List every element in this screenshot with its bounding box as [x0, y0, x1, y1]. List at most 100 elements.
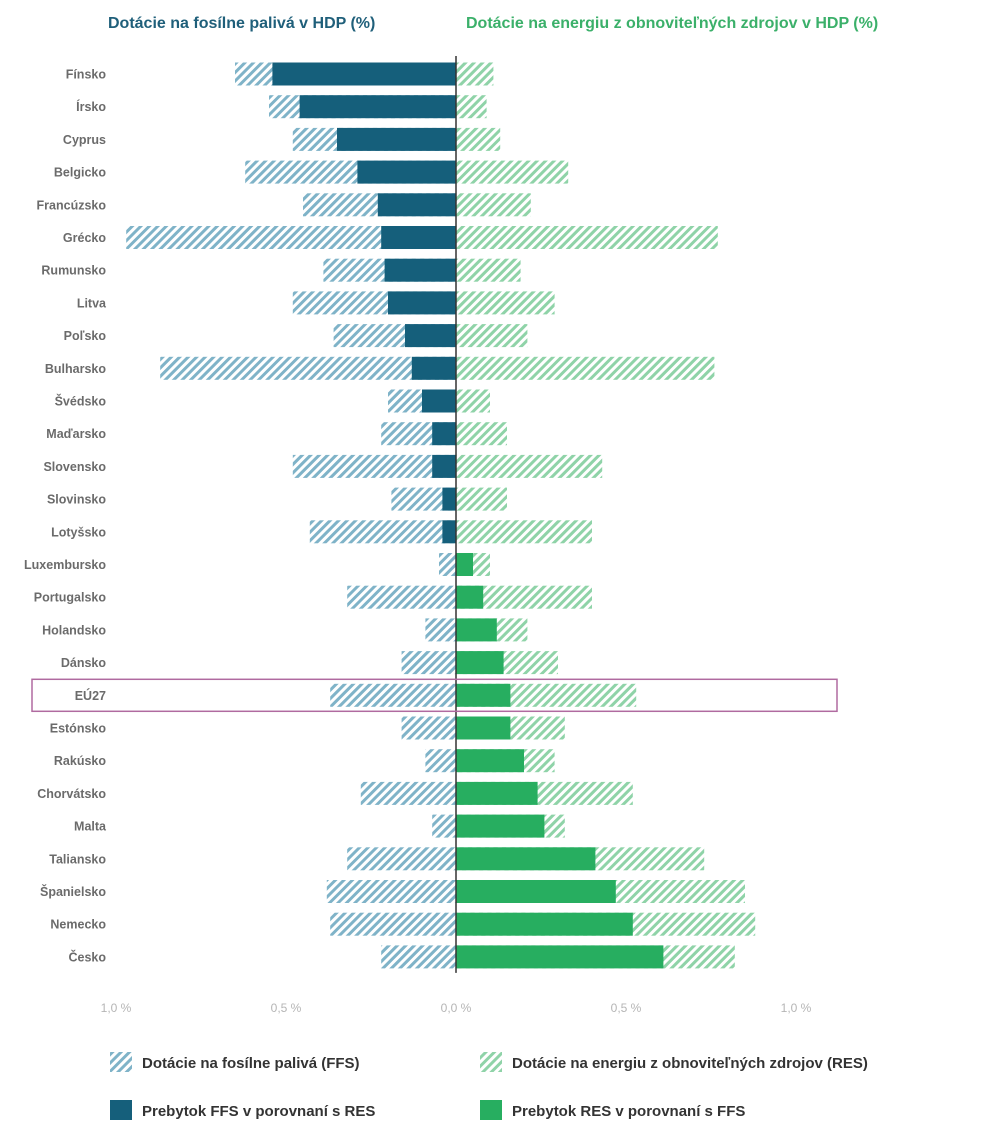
category-label-row-27: Česko: [68, 949, 106, 964]
category-label-row-10: Švédsko: [55, 394, 107, 409]
bar-ffs-row-15: [439, 553, 456, 576]
bar-ffs-row-21: [425, 749, 456, 773]
bar-res-surplus-row-15: [456, 553, 473, 576]
bar-res-surplus-row-22: [456, 781, 538, 805]
bar-res-surplus-row-24: [456, 847, 596, 871]
bar-res-surplus-row-21: [456, 749, 524, 773]
bar-ffs-surplus-row-12: [432, 454, 456, 478]
bar-ffs-row-20: [401, 716, 456, 740]
category-label-row-12: Slovensko: [43, 460, 106, 474]
category-labels: Fínsko Írsko Cyprus Belgicko Francúzsko Gréck…: [24, 68, 107, 965]
bar-ffs-row-19: [330, 683, 456, 707]
bar-res-surplus-row-25: [456, 880, 616, 903]
bar-res-row-1: [456, 95, 487, 119]
bar-ffs-row-22: [360, 781, 456, 805]
legend-label-ffs-surplus: Prebytok FFS v porovnaní s RES: [142, 1103, 375, 1120]
bar-ffs-row-26: [330, 912, 456, 936]
bar-ffs-surplus-row-3: [357, 160, 456, 184]
category-label-row-13: Slovinsko: [47, 493, 106, 507]
bar-res-row-3: [456, 160, 569, 184]
category-label-row-4: Francúzsko: [37, 198, 107, 212]
bar-ffs-row-5: [126, 226, 456, 249]
bar-ffs-row-14: [309, 520, 456, 544]
bar-res-row-5: [456, 226, 718, 249]
bar-ffs-row-23: [432, 814, 456, 838]
category-label-row-3: Belgicko: [54, 166, 106, 180]
bar-ffs-surplus-row-9: [411, 356, 456, 380]
bar-res-surplus-row-18: [456, 651, 504, 675]
bar-res-row-16: [456, 585, 592, 609]
bar-res-row-0: [456, 62, 494, 86]
bar-res-row-11: [456, 422, 507, 446]
bar-ffs-row-24: [347, 847, 456, 871]
x-tick-0: 1,0 %: [101, 1001, 132, 1015]
bar-res-row-14: [456, 520, 592, 544]
bar-res-row-10: [456, 389, 490, 413]
bar-ffs-surplus-row-4: [377, 193, 456, 217]
bar-ffs-row-27: [381, 945, 456, 969]
bar-res-surplus-row-19: [456, 683, 511, 707]
category-label-row-9: Bulharsko: [45, 362, 106, 376]
bar-res-row-13: [456, 487, 507, 511]
bar-ffs-row-16: [347, 585, 456, 609]
bar-res-surplus-row-16: [456, 585, 484, 609]
bar-ffs-surplus-row-6: [384, 258, 456, 282]
bar-ffs-surplus-row-13: [442, 487, 456, 511]
category-label-row-11: Maďarsko: [46, 427, 106, 441]
bar-ffs-surplus-row-14: [442, 520, 456, 544]
category-label-row-14: Lotyšsko: [51, 525, 106, 539]
bar-ffs-row-25: [326, 880, 456, 903]
bar-res-surplus-row-23: [456, 814, 545, 838]
bar-res-row-4: [456, 193, 531, 217]
legend-swatch-ffs: [110, 1052, 132, 1072]
category-label-row-17: Holandsko: [42, 623, 106, 637]
bar-res-row-7: [456, 291, 555, 315]
x-axis-ticks: 1,0 % 0,5 % 0,0 % 0,5 % 1,0 %: [101, 1001, 812, 1015]
bar-ffs-row-9: [160, 356, 456, 380]
category-label-row-24: Taliansko: [49, 852, 106, 866]
bar-ffs-row-13: [391, 487, 456, 511]
category-label-row-15: Luxembursko: [24, 558, 106, 572]
category-label-row-1: Írsko: [76, 99, 106, 114]
bar-res-row-2: [456, 127, 501, 151]
category-label-row-5: Grécko: [63, 231, 106, 245]
category-label-row-6: Rumunsko: [41, 264, 106, 278]
bar-ffs-surplus-row-2: [337, 127, 456, 151]
right-header: Dotácie na energiu z obnoviteľných zdroj…: [466, 15, 878, 32]
category-label-row-2: Cyprus: [63, 133, 106, 147]
bar-ffs-surplus-row-8: [405, 324, 456, 348]
bar-ffs-surplus-row-1: [299, 95, 456, 119]
category-label-row-18: Dánsko: [61, 656, 107, 670]
category-label-row-26: Nemecko: [50, 918, 106, 932]
x-tick-4: 1,0 %: [781, 1001, 812, 1015]
bar-ffs-surplus-row-11: [432, 422, 456, 446]
category-label-row-16: Portugalsko: [34, 591, 107, 605]
bar-res-row-9: [456, 356, 715, 380]
bar-ffs-surplus-row-5: [381, 226, 456, 249]
legend-swatch-ffs-surplus: [110, 1100, 132, 1120]
legend: Dotácie na fosílne palivá (FFS) Dotácie …: [110, 1052, 868, 1120]
bar-ffs-row-18: [401, 651, 456, 675]
bar-res-surplus-row-17: [456, 618, 497, 642]
left-header: Dotácie na fosílne palivá v HDP (%): [108, 15, 375, 32]
bar-res-surplus-row-26: [456, 912, 633, 936]
legend-label-res: Dotácie na energiu z obnoviteľných zdroj…: [512, 1055, 868, 1072]
category-label-row-20: Estónsko: [50, 722, 107, 736]
legend-label-res-surplus: Prebytok RES v porovnaní s FFS: [512, 1103, 745, 1120]
legend-label-ffs: Dotácie na fosílne palivá (FFS): [142, 1055, 360, 1072]
bar-res-surplus-row-27: [456, 945, 664, 969]
bar-ffs-surplus-row-0: [272, 62, 456, 86]
highlight-box: [31, 678, 838, 713]
category-label-row-8: Poľsko: [64, 329, 107, 343]
category-label-row-23: Malta: [74, 820, 107, 834]
bar-ffs-surplus-row-7: [388, 291, 456, 315]
bar-ffs-row-17: [425, 618, 456, 642]
category-label-row-25: Španielsko: [40, 884, 106, 899]
bar-ffs-surplus-row-10: [422, 389, 456, 413]
bar-ffs-row-12: [292, 454, 456, 478]
bar-res-row-12: [456, 454, 603, 478]
category-label-row-22: Chorvátsko: [37, 787, 106, 801]
category-label-row-19: EÚ27: [75, 688, 106, 703]
legend-swatch-res-surplus: [480, 1100, 502, 1120]
